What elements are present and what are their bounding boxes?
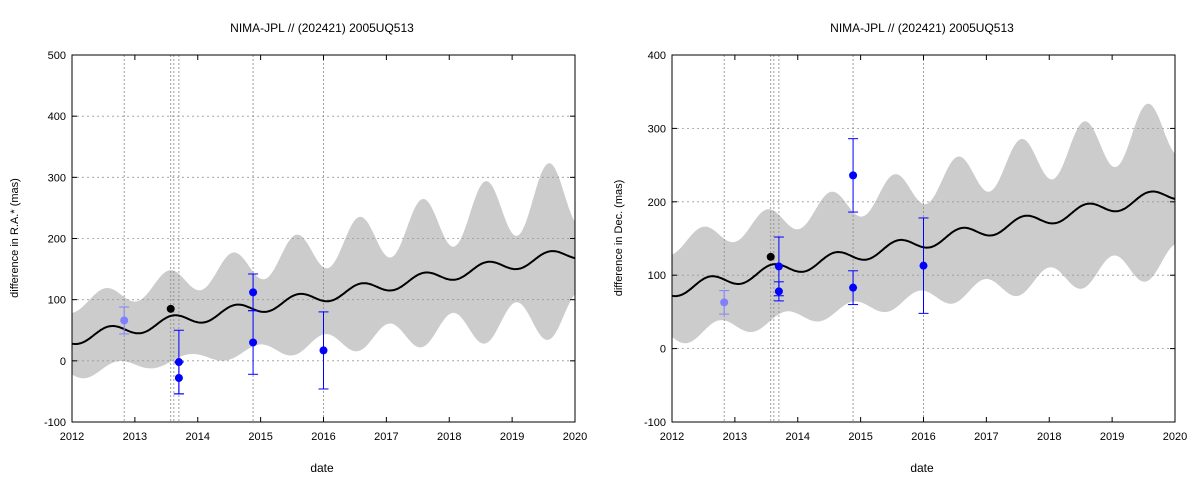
ephemeris-curve <box>72 250 575 345</box>
data-point <box>720 298 729 307</box>
y-tick-label: 300 <box>648 123 666 135</box>
plot-area: 2012 2013 2014 2015 2016 2017 2018 2019 2020 -100… <box>44 50 587 443</box>
y-tick-label: 0 <box>660 344 666 356</box>
y-tick-label: 0 <box>60 356 66 368</box>
y-tick-label: 400 <box>48 111 66 123</box>
y-tick-label: 300 <box>48 172 66 184</box>
y-tick-label: 200 <box>648 197 666 209</box>
y-tick-label: 100 <box>48 295 66 307</box>
data-point <box>166 304 175 313</box>
y-tick-label: 200 <box>48 234 66 246</box>
x-tick-label: 2015 <box>848 431 872 443</box>
data-point <box>249 338 258 347</box>
y-tick-label: -100 <box>644 417 666 429</box>
x-tick-label: 2013 <box>723 431 747 443</box>
data-point <box>249 288 258 297</box>
x-tick-label: 2013 <box>123 431 147 443</box>
y-tick-label: 100 <box>648 270 666 282</box>
y-axis-label: difference in Dec. (mas) <box>613 180 625 297</box>
data-point <box>849 283 858 292</box>
data-point <box>919 261 928 270</box>
x-tick-label: 2014 <box>186 431 210 443</box>
data-point <box>319 346 328 355</box>
x-tick-label: 2020 <box>1163 431 1187 443</box>
x-tick-label: 2019 <box>500 431 524 443</box>
x-tick-label: 2017 <box>374 431 398 443</box>
chart-title: NIMA-JPL // (202421) 2005UQ513 <box>230 21 414 35</box>
x-axis-label: date <box>910 461 934 475</box>
x-tick-label: 2020 <box>563 431 587 443</box>
y-axis-label: difference in R.A.* (mas) <box>9 178 21 298</box>
uncertainty-band <box>72 163 575 379</box>
x-tick-label: 2015 <box>248 431 272 443</box>
data-point <box>774 287 783 296</box>
y-tick-label: -100 <box>44 417 66 429</box>
y-tick-label: 500 <box>48 50 66 62</box>
x-tick-label: 2019 <box>1100 431 1124 443</box>
data-point <box>774 262 783 271</box>
x-tick-label: 2014 <box>786 431 810 443</box>
dec-chart: NIMA-JPL // (202421) 2005UQ513 date diff… <box>613 21 1187 475</box>
data-point <box>766 252 775 261</box>
x-axis-label: date <box>310 461 334 475</box>
x-tick-label: 2017 <box>974 431 998 443</box>
x-tick-label: 2018 <box>437 431 461 443</box>
x-tick-label: 2016 <box>911 431 935 443</box>
x-tick-label: 2018 <box>1037 431 1061 443</box>
data-point <box>174 373 183 382</box>
x-tick-label: 2012 <box>660 431 684 443</box>
x-tick-label: 2012 <box>60 431 84 443</box>
data-point <box>120 316 129 325</box>
ra-chart: NIMA-JPL // (202421) 2005UQ513 date diff… <box>9 21 587 475</box>
plot-area: 2012 2013 2014 2015 2016 2017 2018 2019 2020 -100… <box>644 50 1187 443</box>
x-tick-label: 2016 <box>311 431 335 443</box>
data-point <box>849 171 858 180</box>
chart-title: NIMA-JPL // (202421) 2005UQ513 <box>830 21 1014 35</box>
y-tick-label: 400 <box>648 50 666 62</box>
